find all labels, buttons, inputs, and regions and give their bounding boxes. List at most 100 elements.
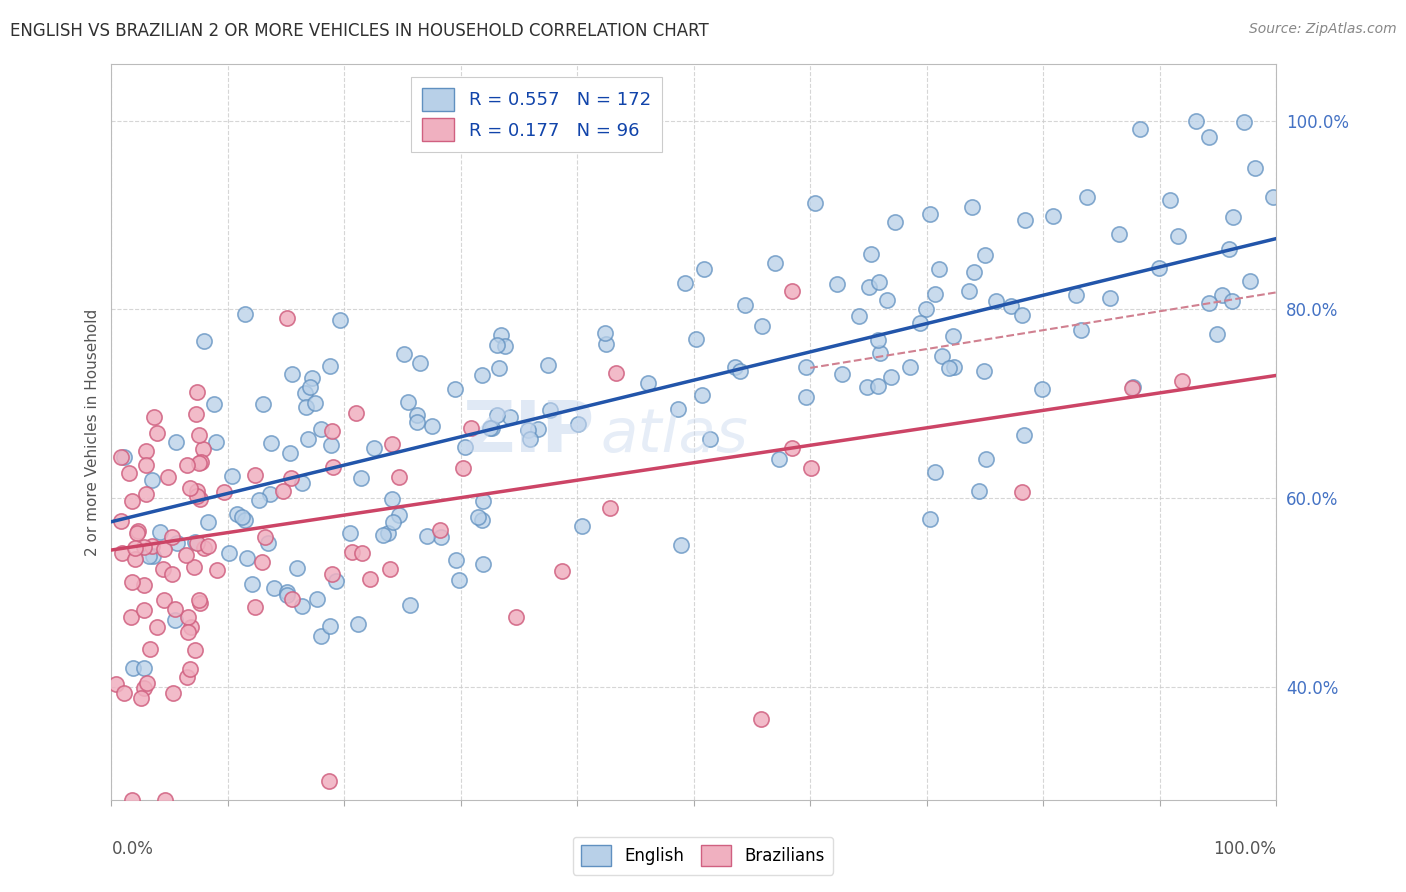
Point bbox=[121, 575, 143, 590]
Point bbox=[307, 591, 329, 606]
Point bbox=[825, 277, 848, 292]
Point bbox=[876, 293, 898, 307]
Point bbox=[751, 319, 773, 334]
Point bbox=[453, 440, 475, 454]
Point bbox=[162, 685, 184, 699]
Point bbox=[723, 359, 745, 374]
Point bbox=[252, 397, 274, 411]
Point bbox=[301, 371, 323, 385]
Point bbox=[388, 508, 411, 523]
Point bbox=[392, 347, 415, 361]
Point bbox=[281, 592, 304, 607]
Point bbox=[848, 309, 870, 323]
Point bbox=[145, 425, 167, 440]
Text: 100.0%: 100.0% bbox=[1213, 840, 1277, 858]
Point bbox=[880, 369, 903, 384]
Point bbox=[122, 661, 145, 675]
Point bbox=[517, 423, 540, 437]
Point bbox=[915, 301, 938, 316]
Point bbox=[186, 384, 208, 399]
Point bbox=[800, 460, 823, 475]
Point bbox=[593, 326, 616, 340]
Point bbox=[931, 349, 953, 363]
Point bbox=[132, 681, 155, 696]
Point bbox=[127, 524, 149, 538]
Point bbox=[918, 511, 941, 525]
Point bbox=[153, 541, 176, 556]
Text: Source: ZipAtlas.com: Source: ZipAtlas.com bbox=[1249, 22, 1396, 37]
Point bbox=[104, 677, 127, 691]
Point bbox=[197, 539, 219, 553]
Point bbox=[938, 361, 960, 376]
Point bbox=[527, 422, 550, 436]
Point bbox=[831, 367, 853, 381]
Point bbox=[429, 523, 451, 537]
Point bbox=[491, 328, 513, 343]
Point bbox=[250, 555, 273, 569]
Point bbox=[984, 294, 1007, 309]
Point bbox=[121, 493, 143, 508]
Point bbox=[908, 316, 931, 330]
Point bbox=[416, 529, 439, 543]
Point bbox=[136, 676, 159, 690]
Point bbox=[974, 248, 997, 262]
Point bbox=[1070, 323, 1092, 337]
Legend: English, Brazilians: English, Brazilians bbox=[572, 837, 834, 875]
Point bbox=[734, 298, 756, 312]
Point bbox=[276, 588, 298, 602]
Point bbox=[1011, 308, 1033, 322]
Point bbox=[1233, 115, 1256, 129]
Point bbox=[153, 793, 176, 807]
Point bbox=[180, 620, 202, 634]
Point bbox=[179, 481, 201, 495]
Point bbox=[446, 553, 468, 567]
Point bbox=[254, 530, 277, 544]
Point bbox=[166, 536, 188, 550]
Point bbox=[187, 456, 209, 470]
Point bbox=[405, 415, 427, 429]
Point bbox=[176, 670, 198, 684]
Point bbox=[142, 549, 165, 563]
Point bbox=[247, 493, 270, 508]
Point bbox=[299, 380, 322, 394]
Point bbox=[1031, 382, 1053, 396]
Text: 0.0%: 0.0% bbox=[111, 840, 153, 858]
Point bbox=[499, 410, 522, 425]
Point bbox=[373, 528, 395, 542]
Point bbox=[183, 559, 205, 574]
Point bbox=[920, 207, 942, 221]
Point bbox=[430, 530, 453, 544]
Point bbox=[184, 642, 207, 657]
Point bbox=[221, 469, 243, 483]
Point bbox=[595, 336, 617, 351]
Point bbox=[235, 307, 257, 321]
Point bbox=[134, 578, 156, 592]
Point bbox=[156, 470, 179, 484]
Point bbox=[538, 403, 561, 417]
Point bbox=[191, 442, 214, 456]
Point bbox=[749, 712, 772, 726]
Point bbox=[132, 661, 155, 675]
Point bbox=[339, 526, 361, 541]
Point bbox=[165, 434, 187, 449]
Point bbox=[1198, 296, 1220, 310]
Point bbox=[1108, 227, 1130, 242]
Point bbox=[942, 329, 965, 343]
Point bbox=[319, 359, 342, 373]
Point bbox=[803, 196, 825, 211]
Point bbox=[319, 619, 342, 633]
Point bbox=[184, 407, 207, 421]
Point bbox=[728, 363, 751, 377]
Point bbox=[179, 662, 201, 676]
Point bbox=[472, 494, 495, 508]
Point bbox=[471, 368, 494, 383]
Point bbox=[112, 450, 135, 464]
Point bbox=[359, 572, 381, 586]
Point bbox=[377, 526, 399, 541]
Point bbox=[409, 356, 432, 370]
Point bbox=[110, 514, 132, 528]
Point bbox=[396, 395, 419, 409]
Point bbox=[321, 566, 343, 581]
Point bbox=[311, 629, 333, 643]
Point bbox=[1122, 380, 1144, 394]
